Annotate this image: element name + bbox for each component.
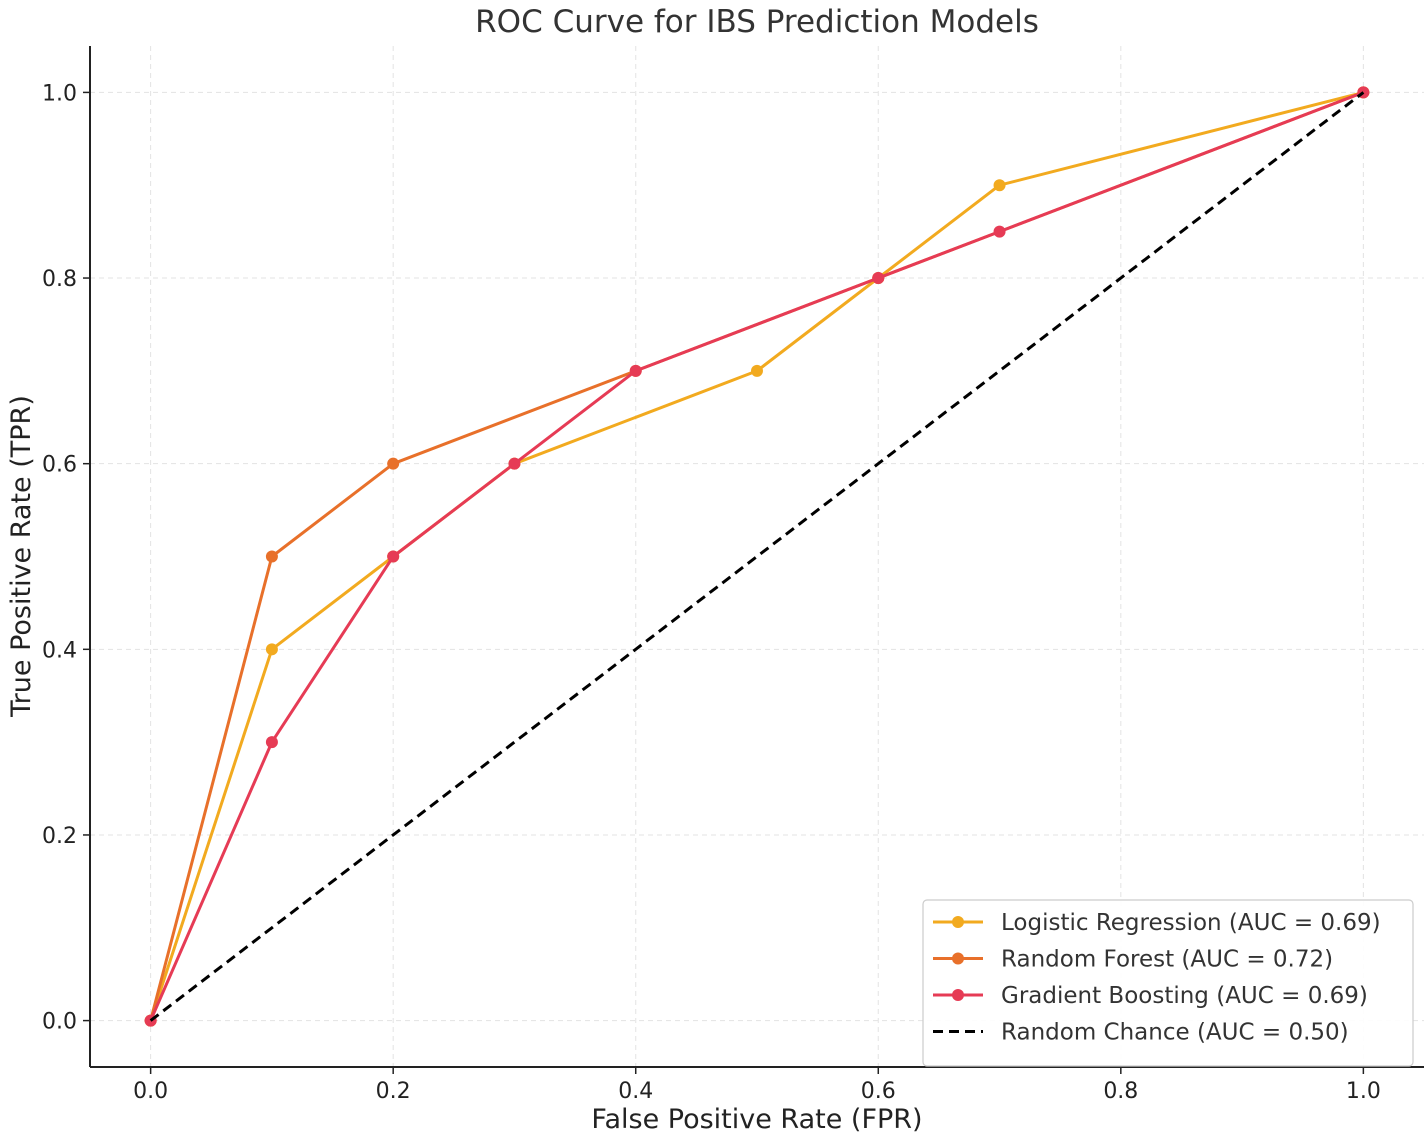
series-layer	[144, 86, 1370, 1027]
data-point	[387, 457, 400, 470]
data-point	[751, 364, 763, 377]
legend-label: Gradient Boosting (AUC = 0.69)	[1001, 983, 1368, 1009]
x-tick-label: 1.0	[1346, 1079, 1381, 1104]
axes-layer: 0.0 0.2 0.4 0.6 0.8 1.0 0.0 0.2 0.4 0.6 0.8 1.0	[42, 46, 1424, 1104]
x-tick-label: 0.4	[618, 1079, 653, 1104]
y-tick-label: 0.2	[42, 824, 77, 849]
y-tick-label: 0.6	[42, 453, 77, 478]
data-point	[508, 457, 521, 470]
series-line	[149, 90, 1364, 1022]
chart-title: ROC Curve for IBS Prediction Models	[475, 4, 1039, 40]
data-point	[265, 736, 278, 749]
legend-item: Gradient Boosting (AUC = 0.69)	[933, 983, 1368, 1009]
x-tick-label: 0.0	[133, 1079, 168, 1104]
y-axis-title: True Positive Rate (TPR)	[6, 395, 37, 718]
x-tick-label: 0.8	[1103, 1079, 1138, 1104]
x-tick-label: 0.2	[376, 1079, 411, 1104]
series-3	[149, 91, 1365, 1022]
data-point	[387, 550, 400, 563]
legend-marker	[952, 952, 964, 965]
data-point	[265, 643, 278, 656]
data-point	[265, 550, 278, 563]
x-tick-label: 0.6	[861, 1079, 896, 1104]
y-tick-label: 0.0	[42, 1010, 77, 1035]
legend-label: Random Forest (AUC = 0.72)	[1001, 947, 1333, 973]
legend-box	[922, 899, 1414, 1067]
legend-item: Logistic Regression (AUC = 0.69)	[933, 910, 1381, 936]
y-tick-label: 1.0	[42, 81, 77, 106]
legend-item: Random Chance (AUC = 0.50)	[933, 1020, 1349, 1046]
legend-label: Random Chance (AUC = 0.50)	[1001, 1020, 1349, 1046]
data-point	[993, 179, 1006, 192]
legend: Logistic Regression (AUC = 0.69) Random F…	[922, 899, 1414, 1067]
y-tick-label: 0.4	[42, 638, 77, 663]
legend-marker	[952, 989, 964, 1001]
y-tick-label: 0.8	[42, 267, 77, 292]
series-line	[149, 90, 1364, 1022]
x-axis-title: False Positive Rate (FPR)	[591, 1104, 922, 1135]
data-point	[993, 225, 1006, 238]
legend-label: Logistic Regression (AUC = 0.69)	[1001, 910, 1381, 936]
data-point	[629, 364, 642, 377]
series-2	[144, 86, 1370, 1027]
legend-item: Random Forest (AUC = 0.72)	[933, 947, 1333, 973]
data-point	[872, 272, 885, 285]
legend-marker	[952, 916, 964, 928]
series-line	[149, 91, 1365, 1022]
